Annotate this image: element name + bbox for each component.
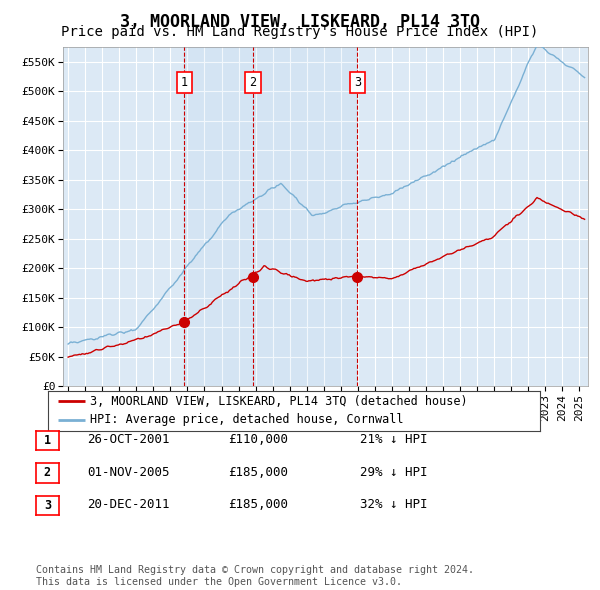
Text: 20-DEC-2011: 20-DEC-2011 [87, 498, 170, 511]
Text: HPI: Average price, detached house, Cornwall: HPI: Average price, detached house, Corn… [90, 414, 403, 427]
Bar [184, 47, 358, 386]
Text: 29% ↓ HPI: 29% ↓ HPI [360, 466, 427, 478]
Text: 3: 3 [44, 499, 51, 512]
Text: 21% ↓ HPI: 21% ↓ HPI [360, 433, 427, 446]
Text: 26-OCT-2001: 26-OCT-2001 [87, 433, 170, 446]
Text: 1: 1 [44, 434, 51, 447]
Text: 3: 3 [354, 76, 361, 89]
Text: 3, MOORLAND VIEW, LISKEARD, PL14 3TQ: 3, MOORLAND VIEW, LISKEARD, PL14 3TQ [120, 13, 480, 31]
Text: Contains HM Land Registry data © Crown copyright and database right 2024.
This d: Contains HM Land Registry data © Crown c… [36, 565, 474, 587]
Text: £185,000: £185,000 [228, 498, 288, 511]
Text: £185,000: £185,000 [228, 466, 288, 478]
Text: 3, MOORLAND VIEW, LISKEARD, PL14 3TQ (detached house): 3, MOORLAND VIEW, LISKEARD, PL14 3TQ (de… [90, 395, 467, 408]
Text: 1: 1 [181, 76, 188, 89]
Text: 01-NOV-2005: 01-NOV-2005 [87, 466, 170, 478]
Text: £110,000: £110,000 [228, 433, 288, 446]
Text: 2: 2 [250, 76, 256, 89]
Text: 2: 2 [44, 466, 51, 480]
Text: Price paid vs. HM Land Registry's House Price Index (HPI): Price paid vs. HM Land Registry's House … [61, 25, 539, 40]
Text: 32% ↓ HPI: 32% ↓ HPI [360, 498, 427, 511]
